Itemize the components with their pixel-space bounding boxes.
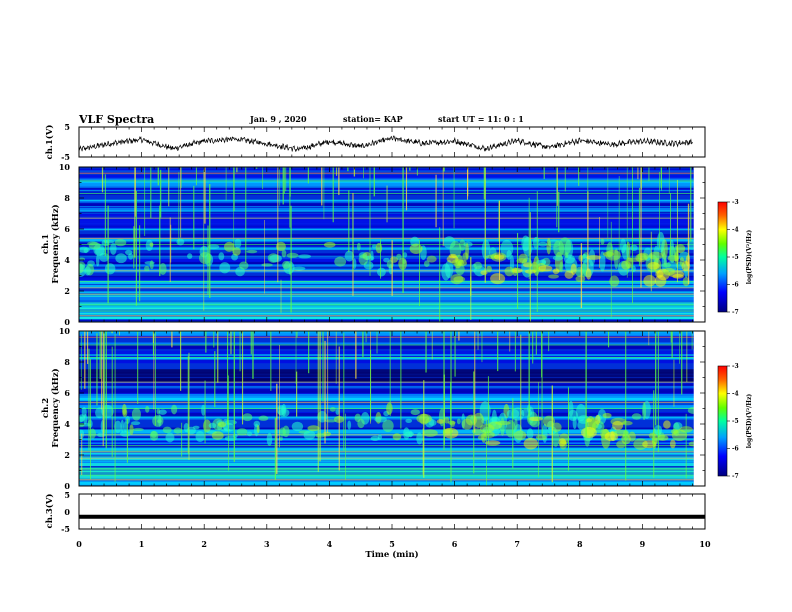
ch1-ytick-top: 5 [64,122,70,132]
ch2-cbtick--4: -4 [732,391,739,398]
x-axis-tick-labels: 0 1 2 3 4 5 6 7 8 9 10 [76,539,711,549]
x-tick-1: 1 [139,539,145,549]
ch1-waveform-line [79,135,693,152]
ch1-cbtick--5: -5 [732,254,739,261]
ch1-spec-ytick-6: 6 [64,224,70,234]
ch2-spectrogram-panel: 0 2 4 6 8 10 ch.2 Frequency (kHz) [41,326,706,491]
ch1-spectrogram-panel: 0 2 4 6 8 10 ch.1 Frequency (kHz) [41,162,706,327]
ch1-spec-ytick-0: 0 [64,317,70,327]
ch1-ytick-bottom: -5 [61,152,70,162]
ch2-spectrogram-image [79,331,705,486]
ch1-spec-ytick-4: 4 [64,255,70,265]
ch1-cbtick--7: -7 [732,309,739,316]
ch1-colorbar: -3 -4 -5 -6 -7 log(PSD)(V²/Hz) [717,199,753,316]
ch3-ytick-top: 5 [64,490,70,500]
x-tick-4: 4 [327,539,333,549]
ch2-colorbar: -3 -4 -5 -6 -7 log(PSD)(V²/Hz) [717,363,753,480]
ch2-colorbar-label: log(PSD)(V²/Hz) [746,394,753,449]
ch3-ytick-bottom: -5 [61,524,70,534]
ch1-spec-ytick-8: 8 [64,193,70,203]
ch1-spectrogram-image [79,167,705,322]
station-label: station= KAP [343,114,403,124]
ch1-cbtick--4: -4 [732,227,739,234]
x-tick-2: 2 [201,539,207,549]
ch3-ytick-mid: 0 [64,507,70,517]
ch2-cbtick--6: -6 [732,446,739,453]
ch1-cbtick--3: -3 [732,199,739,206]
x-tick-0: 0 [76,539,82,549]
date-label: Jan. 9 , 2020 [249,114,307,124]
x-tick-3: 3 [264,539,270,549]
ch2-spec-ytick-4: 4 [64,419,70,429]
x-tick-6: 6 [452,539,458,549]
ch2-cbtick--3: -3 [732,363,739,370]
ch2-spec-ytick-6: 6 [64,388,70,398]
ch2-spec-ytick-8: 8 [64,357,70,367]
ch2-spec-ytick-0: 0 [64,481,70,491]
x-tick-7: 7 [514,539,520,549]
ch1-spec-ytick-2: 2 [64,286,70,296]
ch3-waveform-panel: 5 0 -5 ch.3(V) [44,490,706,534]
ch2-spec-ylabel: ch.2 [41,398,51,418]
ch1-cbtick--6: -6 [732,282,739,289]
ch2-spec-ytick-2: 2 [64,450,70,460]
ch1-colorbar-label: log(PSD)(V²/Hz) [746,230,753,285]
ch2-cbtick--7: -7 [732,473,739,480]
ch1-ylabel: ch.1(V) [44,125,55,160]
ch1-spec-ylabel2: Frequency (kHz) [50,204,61,283]
ch3-ylabel: ch.3(V) [44,494,55,529]
ch2-cbtick--5: -5 [732,418,739,425]
x-tick-8: 8 [577,539,583,549]
ch1-spec-ytick-10: 10 [59,162,71,172]
x-tick-5: 5 [389,539,395,549]
ch2-spec-ylabel2: Frequency (kHz) [50,368,61,447]
x-tick-10: 10 [699,539,711,549]
x-axis-label: Time (min) [365,549,418,560]
ch2-spec-ytick-10: 10 [59,326,71,336]
figure-title: VLF Spectra [78,113,154,126]
ch1-waveform-panel: 5 -5 ch.1(V) [44,122,706,162]
ch1-spec-ylabel: ch.1 [41,234,51,254]
x-tick-9: 9 [640,539,646,549]
start-time-label: start UT = 11: 0 : 1 [438,114,524,124]
